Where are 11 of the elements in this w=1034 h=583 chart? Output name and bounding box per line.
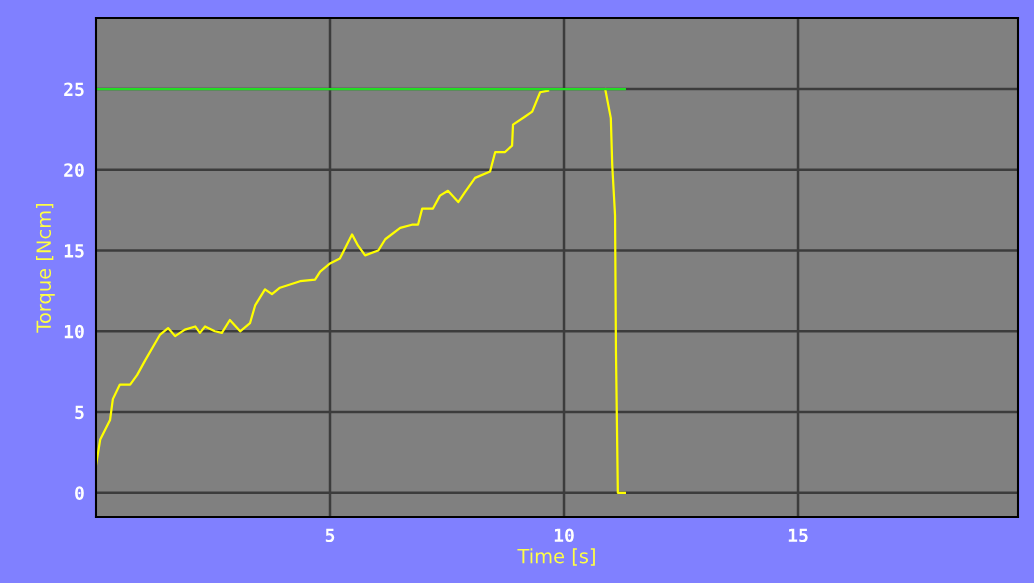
y-axis-title: Torque [Ncm]	[36, 204, 55, 333]
y-tick-label: 10	[64, 324, 84, 339]
y-tick-label: 5	[75, 405, 84, 420]
y-tick-label: 0	[75, 486, 84, 500]
x-tick-label: 5	[325, 528, 335, 543]
x-tick-label: 15	[788, 528, 808, 543]
y-tick-label: 15	[64, 244, 84, 258]
x-tick-label: 10	[554, 528, 574, 543]
x-axis-title: Time [s]	[517, 548, 595, 566]
y-tick-label: 20	[64, 163, 84, 177]
y-tick-label: 25	[64, 82, 84, 97]
